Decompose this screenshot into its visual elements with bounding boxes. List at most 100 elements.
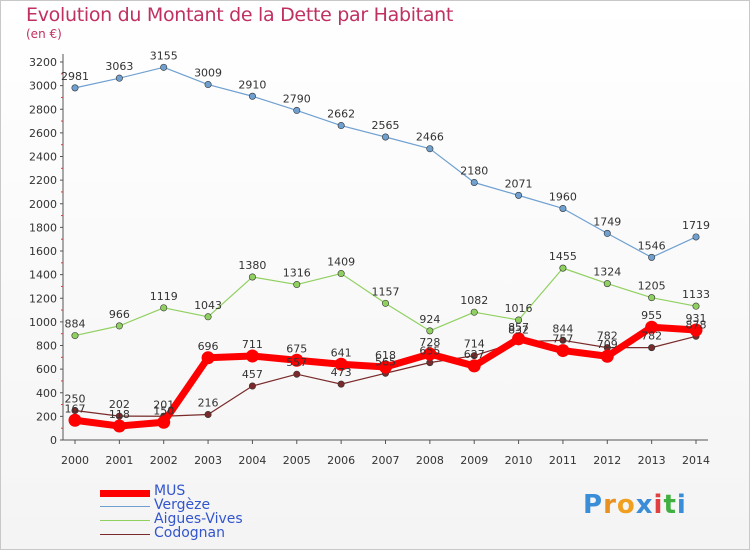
data-label-mus: 696 bbox=[198, 340, 219, 353]
data-label-verg-ze: 2071 bbox=[505, 177, 533, 190]
data-point-verg-ze bbox=[648, 253, 656, 261]
data-label-codognan: 844 bbox=[552, 322, 573, 335]
x-tick-label: 2013 bbox=[638, 454, 666, 467]
legend-label-mus: MUS bbox=[154, 483, 186, 499]
data-label-codognan: 473 bbox=[331, 366, 352, 379]
legend-swatch-vergeze bbox=[100, 506, 150, 507]
data-point-aigues-vives bbox=[204, 313, 212, 321]
data-point-verg-ze bbox=[603, 229, 611, 237]
data-label-mus: 167 bbox=[65, 402, 86, 415]
data-point-mus bbox=[157, 415, 171, 429]
data-label-codognan: 565 bbox=[375, 355, 396, 368]
data-label-aigues-vives: 1409 bbox=[327, 256, 355, 269]
data-point-mus bbox=[645, 320, 659, 334]
x-tick-label: 2014 bbox=[682, 454, 710, 467]
data-point-verg-ze bbox=[293, 106, 301, 114]
data-point-codognan bbox=[648, 344, 656, 352]
y-tick-label: 1200 bbox=[29, 292, 57, 305]
y-tick-label: 2400 bbox=[29, 151, 57, 164]
data-label-codognan: 557 bbox=[286, 356, 307, 369]
y-tick-label: 2800 bbox=[29, 103, 57, 116]
y-tick-label: 200 bbox=[36, 410, 57, 423]
data-point-aigues-vives bbox=[115, 322, 123, 330]
logo-letter: r bbox=[603, 490, 617, 520]
data-point-verg-ze bbox=[426, 145, 434, 153]
data-point-mus bbox=[334, 357, 348, 371]
logo-letter: o bbox=[616, 490, 636, 520]
data-label-aigues-vives: 1016 bbox=[505, 302, 533, 315]
data-label-codognan: 457 bbox=[242, 368, 263, 381]
data-label-mus: 757 bbox=[552, 333, 573, 346]
legend-swatch-aigues-vives bbox=[100, 520, 150, 521]
data-point-aigues-vives bbox=[71, 332, 79, 340]
data-label-mus: 627 bbox=[464, 348, 485, 361]
data-label-codognan: 250 bbox=[65, 392, 86, 405]
x-tick-label: 2005 bbox=[283, 454, 311, 467]
data-point-mus bbox=[290, 353, 304, 367]
data-label-aigues-vives: 1043 bbox=[194, 299, 222, 312]
data-label-codognan: 202 bbox=[109, 398, 130, 411]
data-point-verg-ze bbox=[160, 63, 168, 71]
data-label-verg-ze: 2981 bbox=[61, 70, 89, 83]
data-point-aigues-vives bbox=[559, 264, 567, 272]
logo-letter: t bbox=[663, 490, 677, 520]
y-tick-label: 0 bbox=[50, 434, 57, 447]
data-label-codognan: 878 bbox=[686, 318, 707, 331]
data-point-codognan bbox=[293, 370, 301, 378]
data-label-aigues-vives: 1119 bbox=[150, 290, 178, 303]
data-point-verg-ze bbox=[692, 233, 700, 241]
data-label-mus: 150 bbox=[153, 404, 174, 417]
data-point-mus bbox=[379, 360, 392, 374]
data-point-aigues-vives bbox=[426, 327, 434, 335]
data-label-mus: 675 bbox=[286, 342, 307, 355]
logo-letter: x bbox=[635, 490, 654, 520]
data-label-verg-ze: 2565 bbox=[372, 119, 400, 132]
data-point-mus bbox=[512, 332, 526, 346]
data-label-aigues-vives: 966 bbox=[109, 308, 130, 321]
data-label-mus: 618 bbox=[375, 349, 396, 362]
y-tick-label: 600 bbox=[36, 363, 57, 376]
y-tick-label: 3200 bbox=[29, 56, 57, 69]
data-label-mus: 857 bbox=[508, 321, 529, 334]
y-tick-label: 2600 bbox=[29, 127, 57, 140]
data-point-aigues-vives bbox=[381, 299, 389, 307]
legend-label-aigues-vives: Aigues-Vives bbox=[154, 511, 243, 527]
x-tick-label: 2007 bbox=[372, 454, 400, 467]
data-label-codognan: 782 bbox=[597, 330, 618, 343]
data-label-verg-ze: 1546 bbox=[638, 239, 666, 252]
data-point-mus bbox=[467, 359, 481, 373]
data-point-codognan bbox=[248, 382, 256, 390]
data-label-verg-ze: 2662 bbox=[327, 108, 355, 121]
data-label-aigues-vives: 1324 bbox=[593, 266, 621, 279]
x-tick-label: 2001 bbox=[105, 454, 133, 467]
data-point-verg-ze bbox=[381, 133, 389, 141]
data-label-mus: 711 bbox=[242, 338, 263, 351]
data-point-codognan bbox=[559, 336, 567, 344]
data-label-verg-ze: 2180 bbox=[460, 164, 488, 177]
y-tick-label: 2200 bbox=[29, 174, 57, 187]
data-point-verg-ze bbox=[559, 204, 567, 212]
data-label-aigues-vives: 884 bbox=[65, 318, 86, 331]
x-tick-label: 2003 bbox=[194, 454, 222, 467]
logo-letter: P bbox=[583, 490, 604, 520]
data-label-codognan: 782 bbox=[641, 330, 662, 343]
data-point-verg-ze bbox=[337, 122, 345, 130]
data-point-aigues-vives bbox=[515, 316, 523, 324]
x-tick-label: 2004 bbox=[238, 454, 266, 467]
data-point-mus bbox=[245, 349, 259, 363]
x-tick-label: 2011 bbox=[549, 454, 577, 467]
data-point-mus bbox=[112, 419, 126, 433]
data-label-codognan: 201 bbox=[153, 398, 174, 411]
data-point-verg-ze bbox=[71, 84, 79, 92]
data-point-verg-ze bbox=[115, 74, 123, 82]
data-label-aigues-vives: 1380 bbox=[238, 259, 266, 272]
logo-letter: i bbox=[653, 490, 664, 520]
x-tick-label: 2006 bbox=[327, 454, 355, 467]
data-label-aigues-vives: 1455 bbox=[549, 250, 577, 263]
y-tick-label: 800 bbox=[36, 340, 57, 353]
data-label-aigues-vives: 1205 bbox=[638, 280, 666, 293]
x-tick-label: 2000 bbox=[61, 454, 89, 467]
data-label-verg-ze: 1719 bbox=[682, 219, 710, 232]
data-label-mus: 709 bbox=[597, 338, 618, 351]
